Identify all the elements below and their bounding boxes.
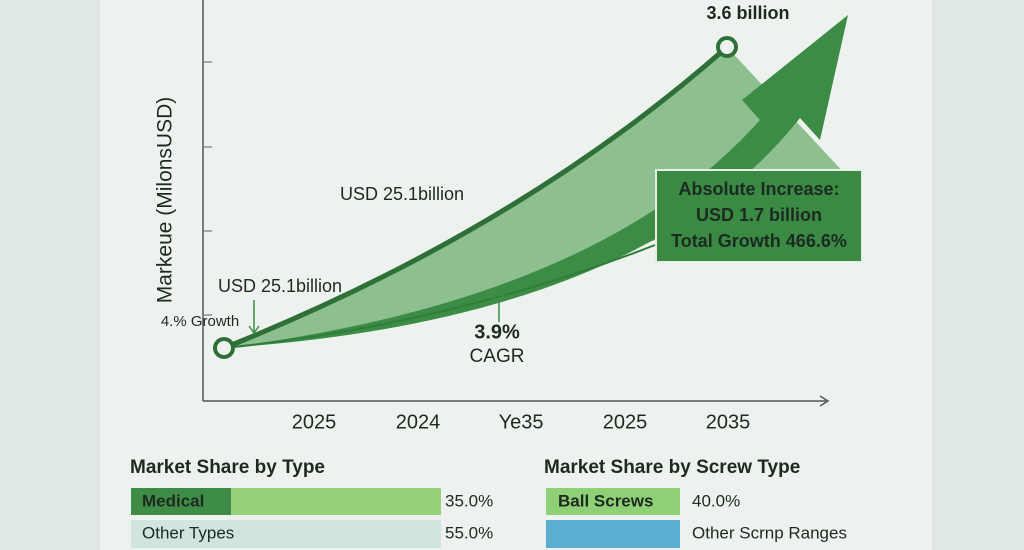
y-ticks	[203, 61, 212, 316]
row-label: Other Types	[142, 523, 234, 542]
row-value: 55.0%	[445, 523, 493, 542]
x-label: 2035	[706, 411, 751, 433]
callout-line: USD 1.7 billion	[696, 205, 822, 225]
mid-label: USD 25.1billion	[340, 184, 464, 204]
end-point	[716, 36, 738, 58]
row-label: Ball Screws	[558, 491, 653, 510]
growth-pointer	[248, 300, 260, 335]
callout: Absolute Increase: USD 1.7 billion Total…	[671, 179, 847, 251]
end-value: 3.6 billion	[706, 3, 789, 23]
lower-line	[223, 244, 656, 349]
start-label: USD 25.1billion	[218, 276, 342, 296]
share-bar	[131, 520, 441, 548]
callout-line: Absolute Increase:	[678, 179, 839, 199]
upper-line	[223, 45, 729, 351]
share-bar	[546, 520, 680, 548]
cagr-pointer	[492, 289, 506, 322]
growth-area	[224, 47, 860, 348]
x-label: 2024	[396, 411, 441, 433]
row-value: 35.0%	[445, 491, 493, 510]
share-bar-fill	[131, 488, 231, 515]
row-value: 40.0%	[692, 491, 740, 510]
cagr-value: 3.9%	[474, 321, 520, 343]
row-label: Other Scrnp Ranges	[692, 523, 847, 542]
row-label: Medical	[142, 491, 204, 510]
x-label: 2025	[603, 411, 648, 433]
x-label: Ye35	[499, 411, 544, 433]
x-axis-arrow	[819, 395, 830, 407]
cagr-label: CAGR	[470, 346, 525, 367]
y-axis-label: Markeue (MilonsUSD)	[154, 97, 177, 304]
share-bar	[546, 488, 680, 515]
section-title: Market Share by Type	[130, 457, 325, 478]
x-label: 2025	[292, 411, 337, 433]
callout-line: Total Growth 466.6%	[671, 231, 847, 251]
callout-box	[655, 169, 863, 263]
x-labels: 2025 2024 Ye35 2025 2035	[292, 411, 751, 433]
start-point	[213, 337, 235, 359]
section-title: Market Share by Screw Type	[544, 457, 800, 478]
growth-label: 4.% Growth	[161, 313, 239, 330]
